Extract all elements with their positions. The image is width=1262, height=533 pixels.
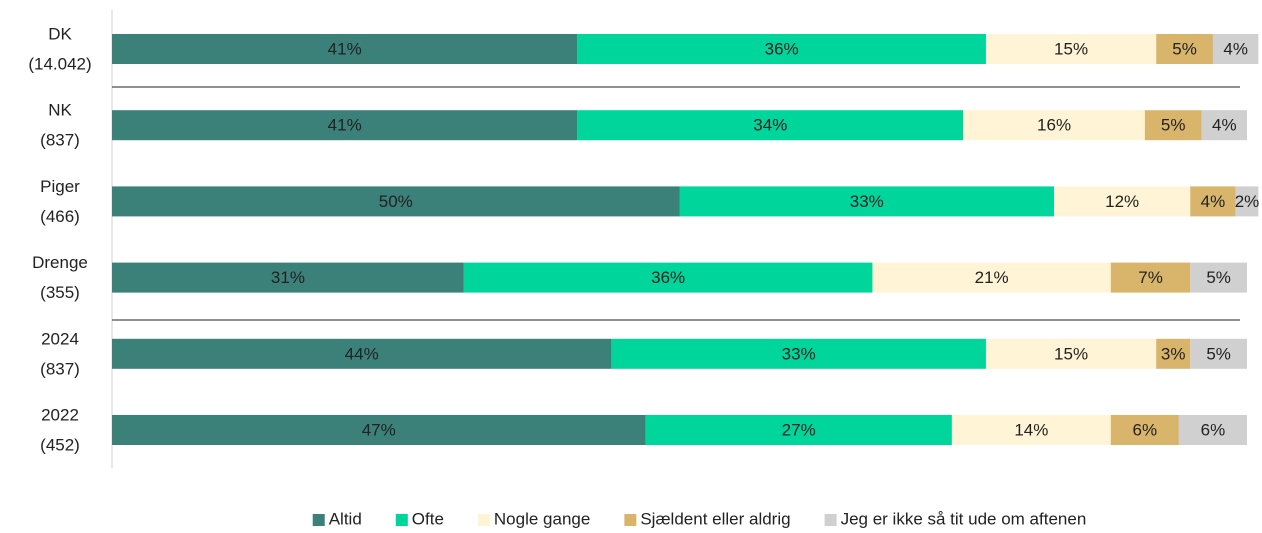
bar-segment	[1190, 338, 1247, 369]
y-tick-label: NK	[48, 101, 72, 120]
legend-swatch	[395, 514, 408, 526]
bar-segment	[1054, 186, 1191, 217]
bar-segment	[1178, 415, 1247, 445]
bar-segment	[1156, 34, 1213, 64]
bar-segment	[577, 110, 964, 141]
bar-segment	[1190, 186, 1236, 217]
bar-segment	[985, 338, 1157, 369]
data-label: 2%	[1235, 192, 1260, 211]
bar-segment	[1156, 338, 1191, 369]
data-label: 4%	[1223, 39, 1248, 58]
bar-segment	[611, 338, 986, 369]
legend-label: Ofte	[412, 509, 444, 528]
data-label: 36%	[651, 268, 685, 287]
y-tick-label: (837)	[40, 359, 80, 378]
bar-segment	[112, 415, 646, 445]
bar-segment	[112, 110, 578, 141]
y-tick-label: (452)	[40, 435, 80, 454]
data-label: 31%	[271, 268, 305, 287]
bar-segment	[679, 186, 1055, 217]
bar-segment	[645, 415, 952, 445]
data-label: 44%	[345, 344, 379, 363]
bar-segment	[951, 415, 1111, 445]
bar-segment	[1144, 110, 1202, 141]
data-label: 33%	[850, 192, 884, 211]
y-tick-label: 2022	[41, 405, 79, 424]
data-label: 50%	[379, 192, 413, 211]
bar-segment	[1235, 186, 1259, 217]
bar-segment	[112, 262, 464, 293]
data-label: 47%	[362, 420, 396, 439]
bar-segment	[1201, 110, 1247, 141]
data-label: 34%	[753, 116, 787, 135]
data-label: 5%	[1161, 116, 1186, 135]
y-tick-label: 2024	[41, 329, 79, 348]
bar-segment	[1110, 415, 1179, 445]
data-label: 41%	[328, 116, 362, 135]
data-label: 12%	[1105, 192, 1139, 211]
data-label: 4%	[1212, 116, 1237, 135]
bar-segment	[463, 262, 873, 293]
data-label: 21%	[975, 268, 1009, 287]
legend-swatch	[824, 514, 837, 526]
y-tick-label: DK	[48, 24, 72, 43]
bar-segment	[577, 34, 986, 64]
bar-segment	[1110, 262, 1191, 293]
data-label: 41%	[328, 39, 362, 58]
bar-segment	[112, 34, 578, 64]
y-tick-label: Piger	[40, 177, 80, 196]
legend-label: Altid	[329, 509, 362, 528]
data-label: 14%	[1014, 420, 1048, 439]
data-label: 5%	[1206, 344, 1231, 363]
data-label: 7%	[1138, 268, 1163, 287]
legend-label: Nogle gange	[494, 509, 590, 528]
bar-segment	[1212, 34, 1259, 64]
legend-label: Sjældent eller aldrig	[640, 509, 790, 528]
bar-segment	[963, 110, 1145, 141]
bar-segment	[112, 338, 612, 369]
data-label: 5%	[1206, 268, 1231, 287]
data-label: 36%	[765, 39, 799, 58]
data-label: 6%	[1201, 420, 1226, 439]
y-tick-label: Drenge	[32, 253, 88, 272]
data-label: 5%	[1172, 39, 1197, 58]
data-label: 3%	[1161, 344, 1186, 363]
data-label: 15%	[1054, 344, 1088, 363]
data-label: 33%	[782, 344, 816, 363]
data-label: 6%	[1133, 420, 1158, 439]
bar-segment	[1190, 262, 1247, 293]
y-tick-label: (837)	[40, 131, 80, 150]
bar-segment	[112, 186, 680, 217]
legend-label: Jeg er ikke så tit ude om aftenen	[841, 509, 1087, 528]
bar-segment	[872, 262, 1111, 293]
data-label: 15%	[1054, 39, 1088, 58]
data-label: 16%	[1037, 116, 1071, 135]
y-tick-label: (466)	[40, 207, 80, 226]
y-tick-label: (14.042)	[28, 54, 91, 73]
y-tick-label: (355)	[40, 283, 80, 302]
legend-swatch	[312, 514, 325, 526]
data-label: 4%	[1201, 192, 1226, 211]
legend-swatch	[477, 514, 490, 526]
legend-swatch	[624, 514, 637, 526]
bar-segment	[985, 34, 1157, 64]
data-label: 27%	[782, 420, 816, 439]
